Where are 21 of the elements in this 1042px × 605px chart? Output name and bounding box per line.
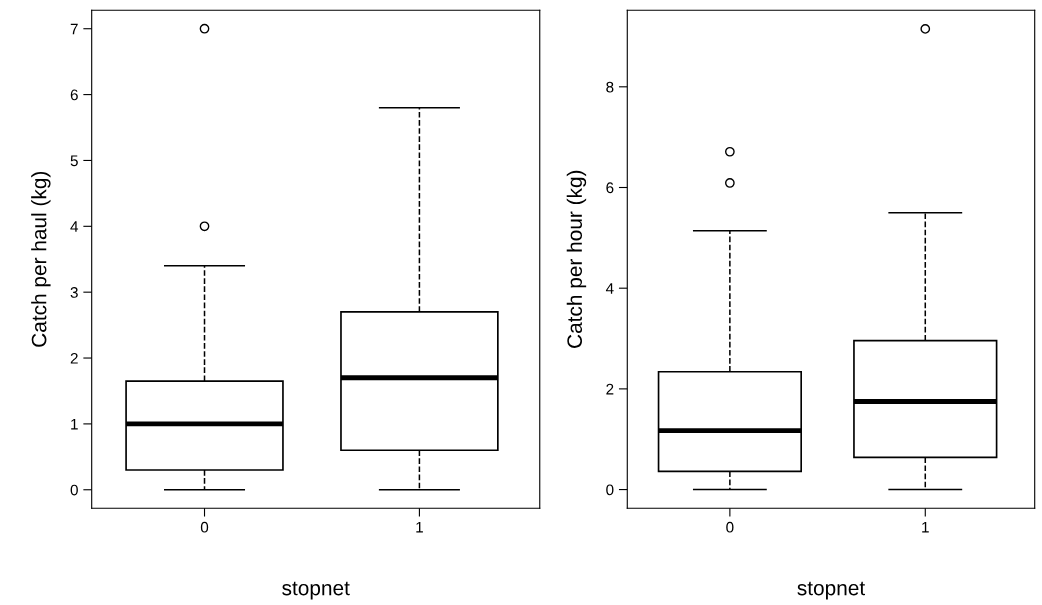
- y-tick-label: 6: [70, 89, 78, 101]
- x-tick-label: 0: [726, 521, 734, 533]
- y-tick-label: 5: [70, 155, 78, 167]
- y-tick-label: 4: [70, 221, 79, 232]
- y-axis-title: Catch per hour (kg): [566, 170, 587, 348]
- x-tick-label: 0: [200, 521, 209, 533]
- y-axis-title: Catch per haul (kg): [31, 171, 51, 347]
- y-tick-label: 1: [71, 418, 78, 430]
- y-tick-label: 4: [605, 283, 614, 294]
- y-tick-label: 2: [606, 383, 614, 395]
- x-tick-label: 1: [416, 521, 423, 533]
- y-tick-label: 2: [70, 352, 78, 364]
- y-tick-label: 6: [606, 182, 614, 194]
- x-axis-title: stopnet: [797, 581, 866, 600]
- y-tick-label: 8: [606, 81, 614, 93]
- y-tick-label: 3: [70, 287, 78, 298]
- x-axis-title: stopnet: [282, 581, 350, 600]
- x-tick-label: 1: [922, 521, 929, 533]
- y-tick-label: 7: [70, 23, 78, 35]
- y-tick-label: 0: [606, 484, 614, 496]
- y-tick-label: 0: [70, 484, 78, 496]
